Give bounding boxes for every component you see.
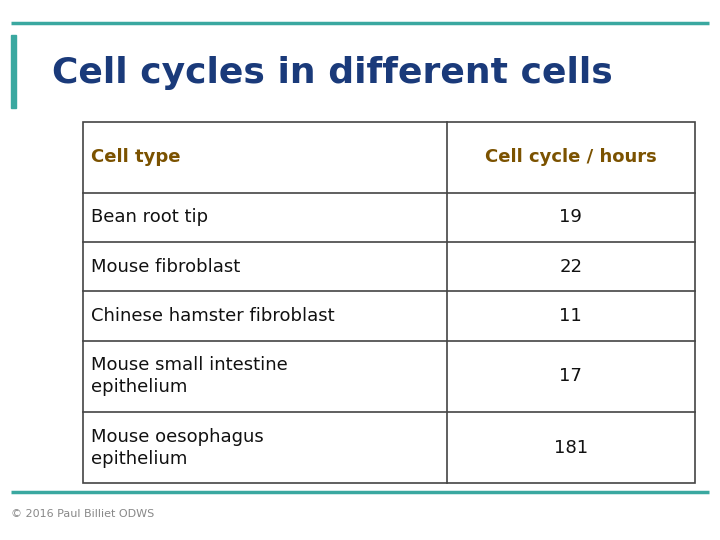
Text: Bean root tip: Bean root tip	[91, 208, 209, 226]
Text: Mouse fibroblast: Mouse fibroblast	[91, 258, 240, 276]
Text: © 2016 Paul Billiet ODWS: © 2016 Paul Billiet ODWS	[11, 509, 154, 519]
Text: Mouse small intestine
epithelium: Mouse small intestine epithelium	[91, 356, 288, 396]
Bar	[83, 122, 695, 483]
Text: Chinese hamster fibroblast: Chinese hamster fibroblast	[91, 307, 335, 325]
Text: 17: 17	[559, 367, 582, 385]
Text: Cell cycles in different cells: Cell cycles in different cells	[52, 56, 613, 90]
Text: Cell type: Cell type	[91, 148, 181, 166]
Text: 19: 19	[559, 208, 582, 226]
Bar	[11, 35, 16, 108]
Text: Cell cycle / hours: Cell cycle / hours	[485, 148, 657, 166]
Text: 11: 11	[559, 307, 582, 325]
Text: Mouse oesophagus
epithelium: Mouse oesophagus epithelium	[91, 428, 264, 468]
Text: 22: 22	[559, 258, 582, 276]
Text: 181: 181	[554, 438, 588, 457]
